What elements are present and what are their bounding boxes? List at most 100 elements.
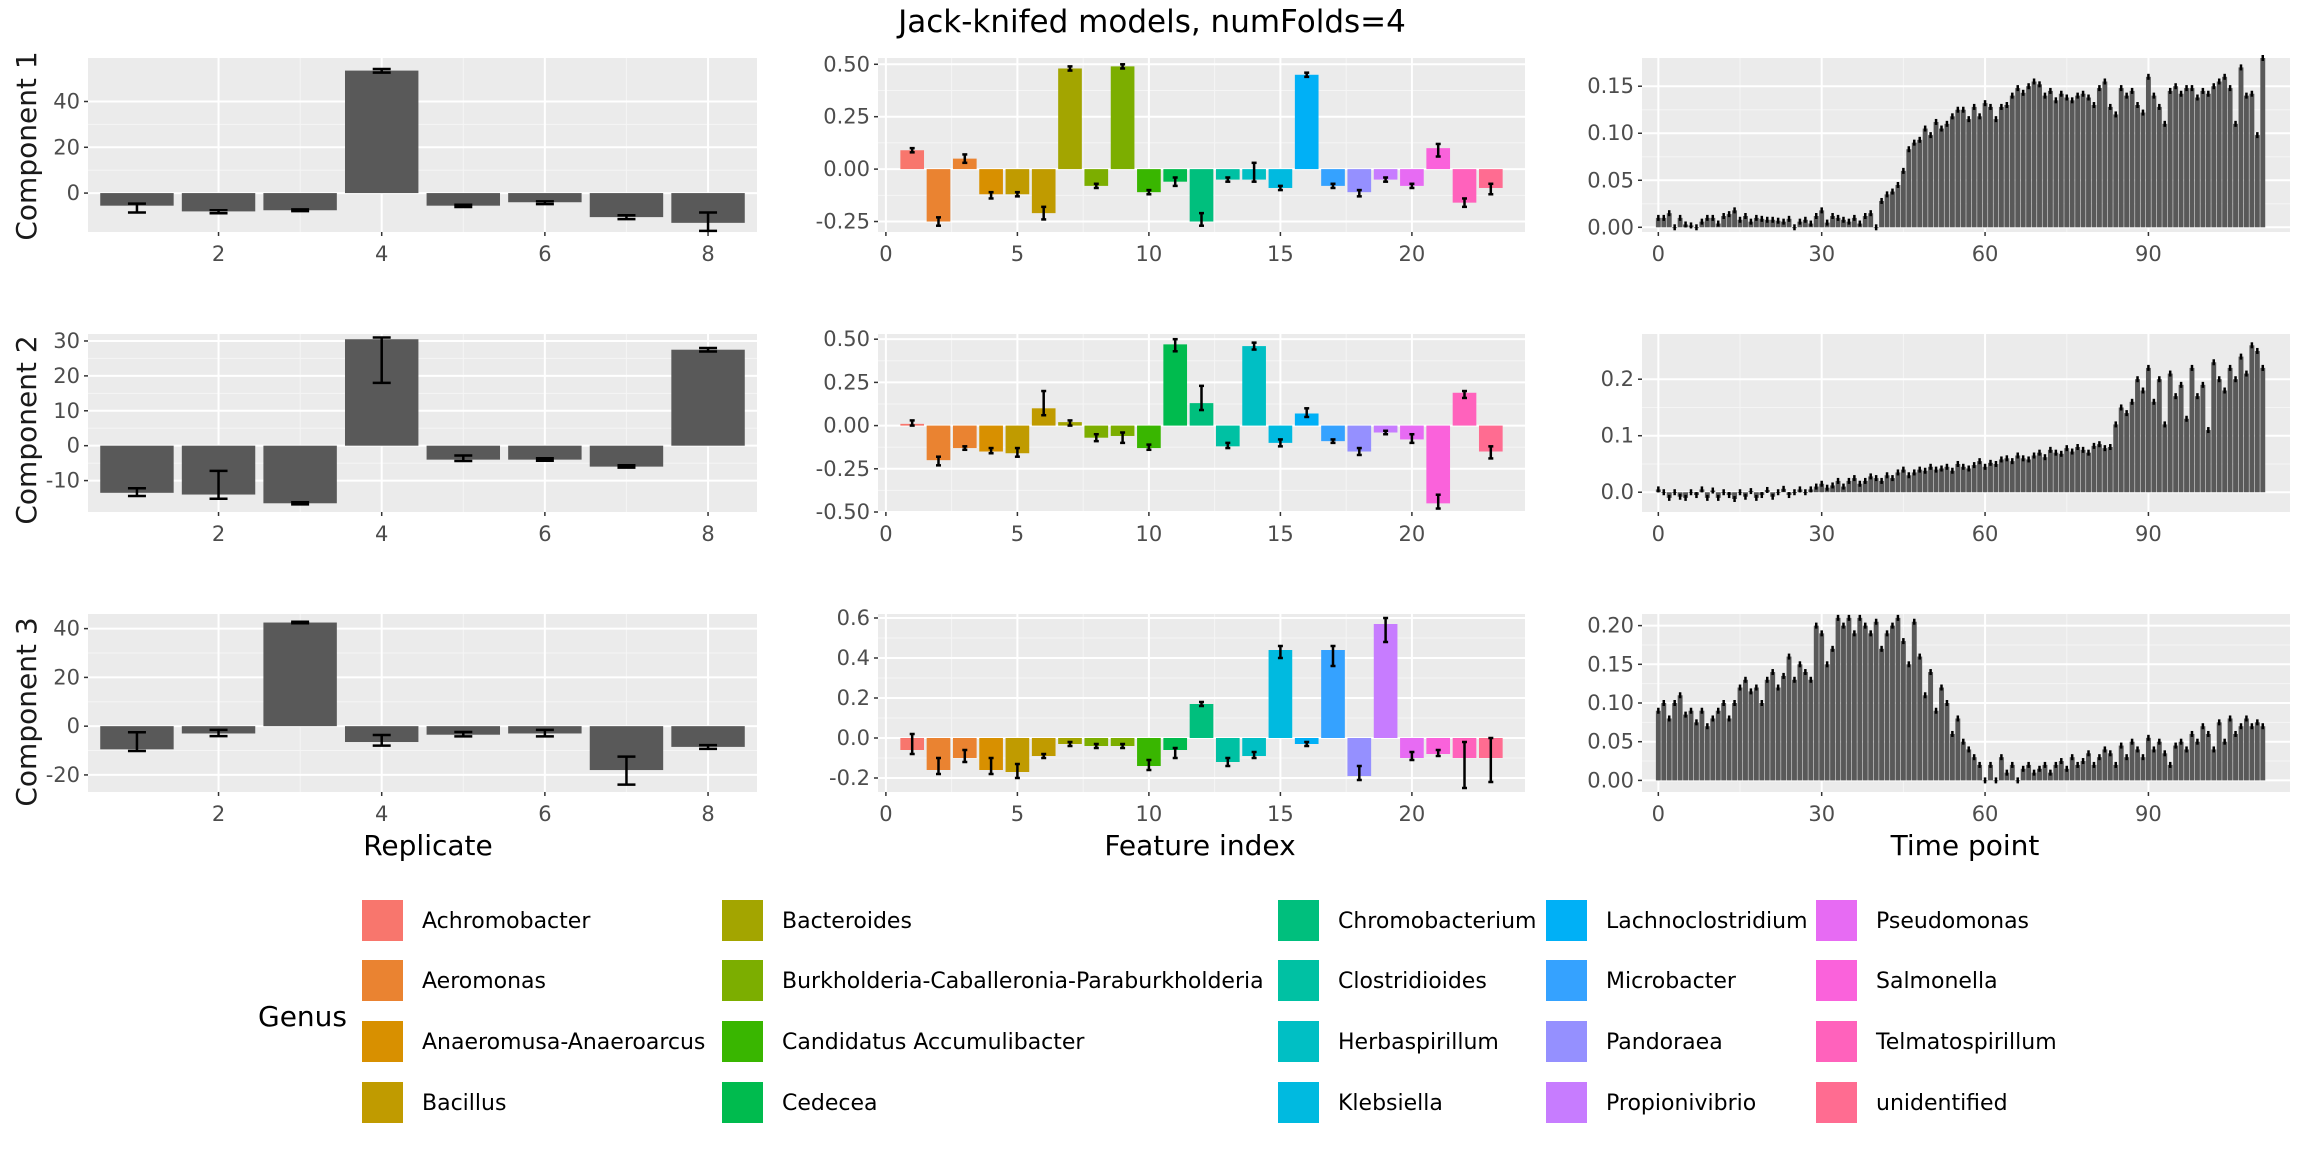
bar-time: [1911, 621, 1917, 781]
legend-label: Microbacter: [1606, 969, 1737, 994]
legend-swatch: [362, 960, 403, 1001]
bar-time: [2124, 757, 2130, 781]
bar-time: [1977, 461, 1983, 493]
bar-time: [2211, 362, 2217, 493]
legend-label: Pandoraea: [1606, 1030, 1723, 1055]
bar-replicate: [671, 726, 745, 747]
bar-features: [1294, 413, 1319, 426]
x-tick-label: 60: [1972, 802, 1999, 826]
bar-time: [2238, 67, 2244, 228]
y-tick-label: -10: [46, 469, 80, 493]
bar-replicate: [589, 193, 664, 218]
bar-time: [1868, 633, 1874, 781]
bar-time: [2151, 95, 2157, 228]
x-tick-label: 10: [1136, 242, 1163, 266]
bar-time: [2096, 88, 2102, 228]
bar-time: [1944, 466, 1950, 493]
x-tick-label: 8: [701, 802, 714, 826]
bar-time: [2178, 384, 2184, 493]
panel-time-component-2: 0.0 0.1 0.2 0 30 60 90: [1601, 334, 2290, 546]
bar-time: [2140, 757, 2146, 781]
x-axis-label-time-point: Time point: [1890, 829, 2040, 862]
bar-features: [1426, 148, 1451, 170]
bar-time: [2249, 726, 2255, 781]
bar-time: [2243, 373, 2249, 493]
legend-label: Clostridioides: [1338, 969, 1487, 994]
bar-time: [2254, 722, 2260, 781]
bar-time: [1873, 621, 1879, 781]
bar-time: [1884, 194, 1890, 228]
y-tick-label: 0.2: [837, 686, 870, 710]
bar-features: [1478, 169, 1503, 188]
bar-time: [1732, 492, 1738, 500]
y-tick-label: 0.50: [823, 327, 870, 351]
x-tick-label: 8: [701, 522, 714, 546]
bar-time: [2135, 379, 2140, 493]
legend-label: Bacteroides: [782, 909, 912, 934]
bar-time: [2243, 95, 2249, 228]
bar-features: [1137, 738, 1161, 766]
bar-time: [1906, 149, 1912, 228]
bar-time: [2249, 93, 2255, 228]
bar-time: [1688, 710, 1694, 781]
bar-replicate: [508, 445, 582, 460]
bar-features: [1452, 169, 1477, 203]
bar-time: [2113, 114, 2119, 228]
bar-time: [1721, 703, 1727, 781]
bar-time: [2113, 764, 2119, 781]
bar-time: [2243, 718, 2249, 781]
chart-title: Jack-knifed models, numFolds=4: [896, 4, 1406, 40]
bar-time: [2009, 95, 2015, 228]
bar-time: [1895, 184, 1901, 228]
bar-time: [2020, 768, 2026, 781]
bar-replicate: [263, 622, 337, 727]
bar-time: [1917, 469, 1923, 493]
bar-time: [2069, 757, 2075, 781]
bar-features: [952, 738, 977, 758]
panel-time-component-1: 0.00 0.05 0.10 0.15 0 30 60 90: [1587, 55, 2290, 266]
bar-features: [1031, 169, 1056, 214]
bar-time: [2004, 458, 2010, 493]
y-tick-label: 30: [53, 329, 80, 353]
bar-time: [1966, 749, 1972, 781]
bar-time: [1841, 219, 1846, 228]
bar-time: [1835, 480, 1841, 493]
bar-time: [1988, 764, 1993, 781]
bar-time: [1802, 672, 1808, 781]
bar-time: [1955, 718, 1961, 781]
bar-time: [2058, 761, 2064, 781]
bar-features: [1189, 169, 1214, 222]
legend-label: Salmonella: [1876, 969, 1998, 994]
legend-swatch: [1546, 1021, 1587, 1062]
bar-time: [1928, 672, 1934, 781]
bar-time: [1726, 214, 1732, 228]
bar-time: [2009, 461, 2015, 493]
bar-features: [1005, 169, 1030, 195]
bar-time: [1939, 468, 1944, 493]
bar-time: [2026, 459, 2032, 493]
bar-time: [2238, 726, 2244, 781]
bar-time: [1764, 679, 1770, 781]
bar-time: [1911, 142, 1917, 228]
y-tick-label: 20: [53, 135, 80, 159]
bar-time: [2135, 749, 2140, 781]
y-tick-label: 0: [67, 434, 80, 458]
y-tick-label: 40: [53, 90, 80, 114]
x-tick-label: 60: [1972, 522, 1999, 546]
y-tick-label: -0.25: [816, 457, 870, 481]
bar-time: [1851, 633, 1857, 781]
bar-time: [1922, 470, 1928, 493]
x-tick-label: 15: [1267, 802, 1294, 826]
bar-time: [1988, 462, 1993, 493]
legend-swatch: [362, 1021, 403, 1062]
bar-features: [926, 169, 951, 222]
bar-time: [1890, 191, 1895, 228]
bar-time: [2260, 726, 2266, 781]
legend-swatch: [1278, 960, 1319, 1001]
x-tick-label: 4: [375, 802, 388, 826]
legend-title: Genus: [258, 1000, 347, 1033]
bar-time: [2037, 768, 2042, 781]
bar-features: [1084, 425, 1109, 438]
bar-time: [1753, 687, 1759, 781]
